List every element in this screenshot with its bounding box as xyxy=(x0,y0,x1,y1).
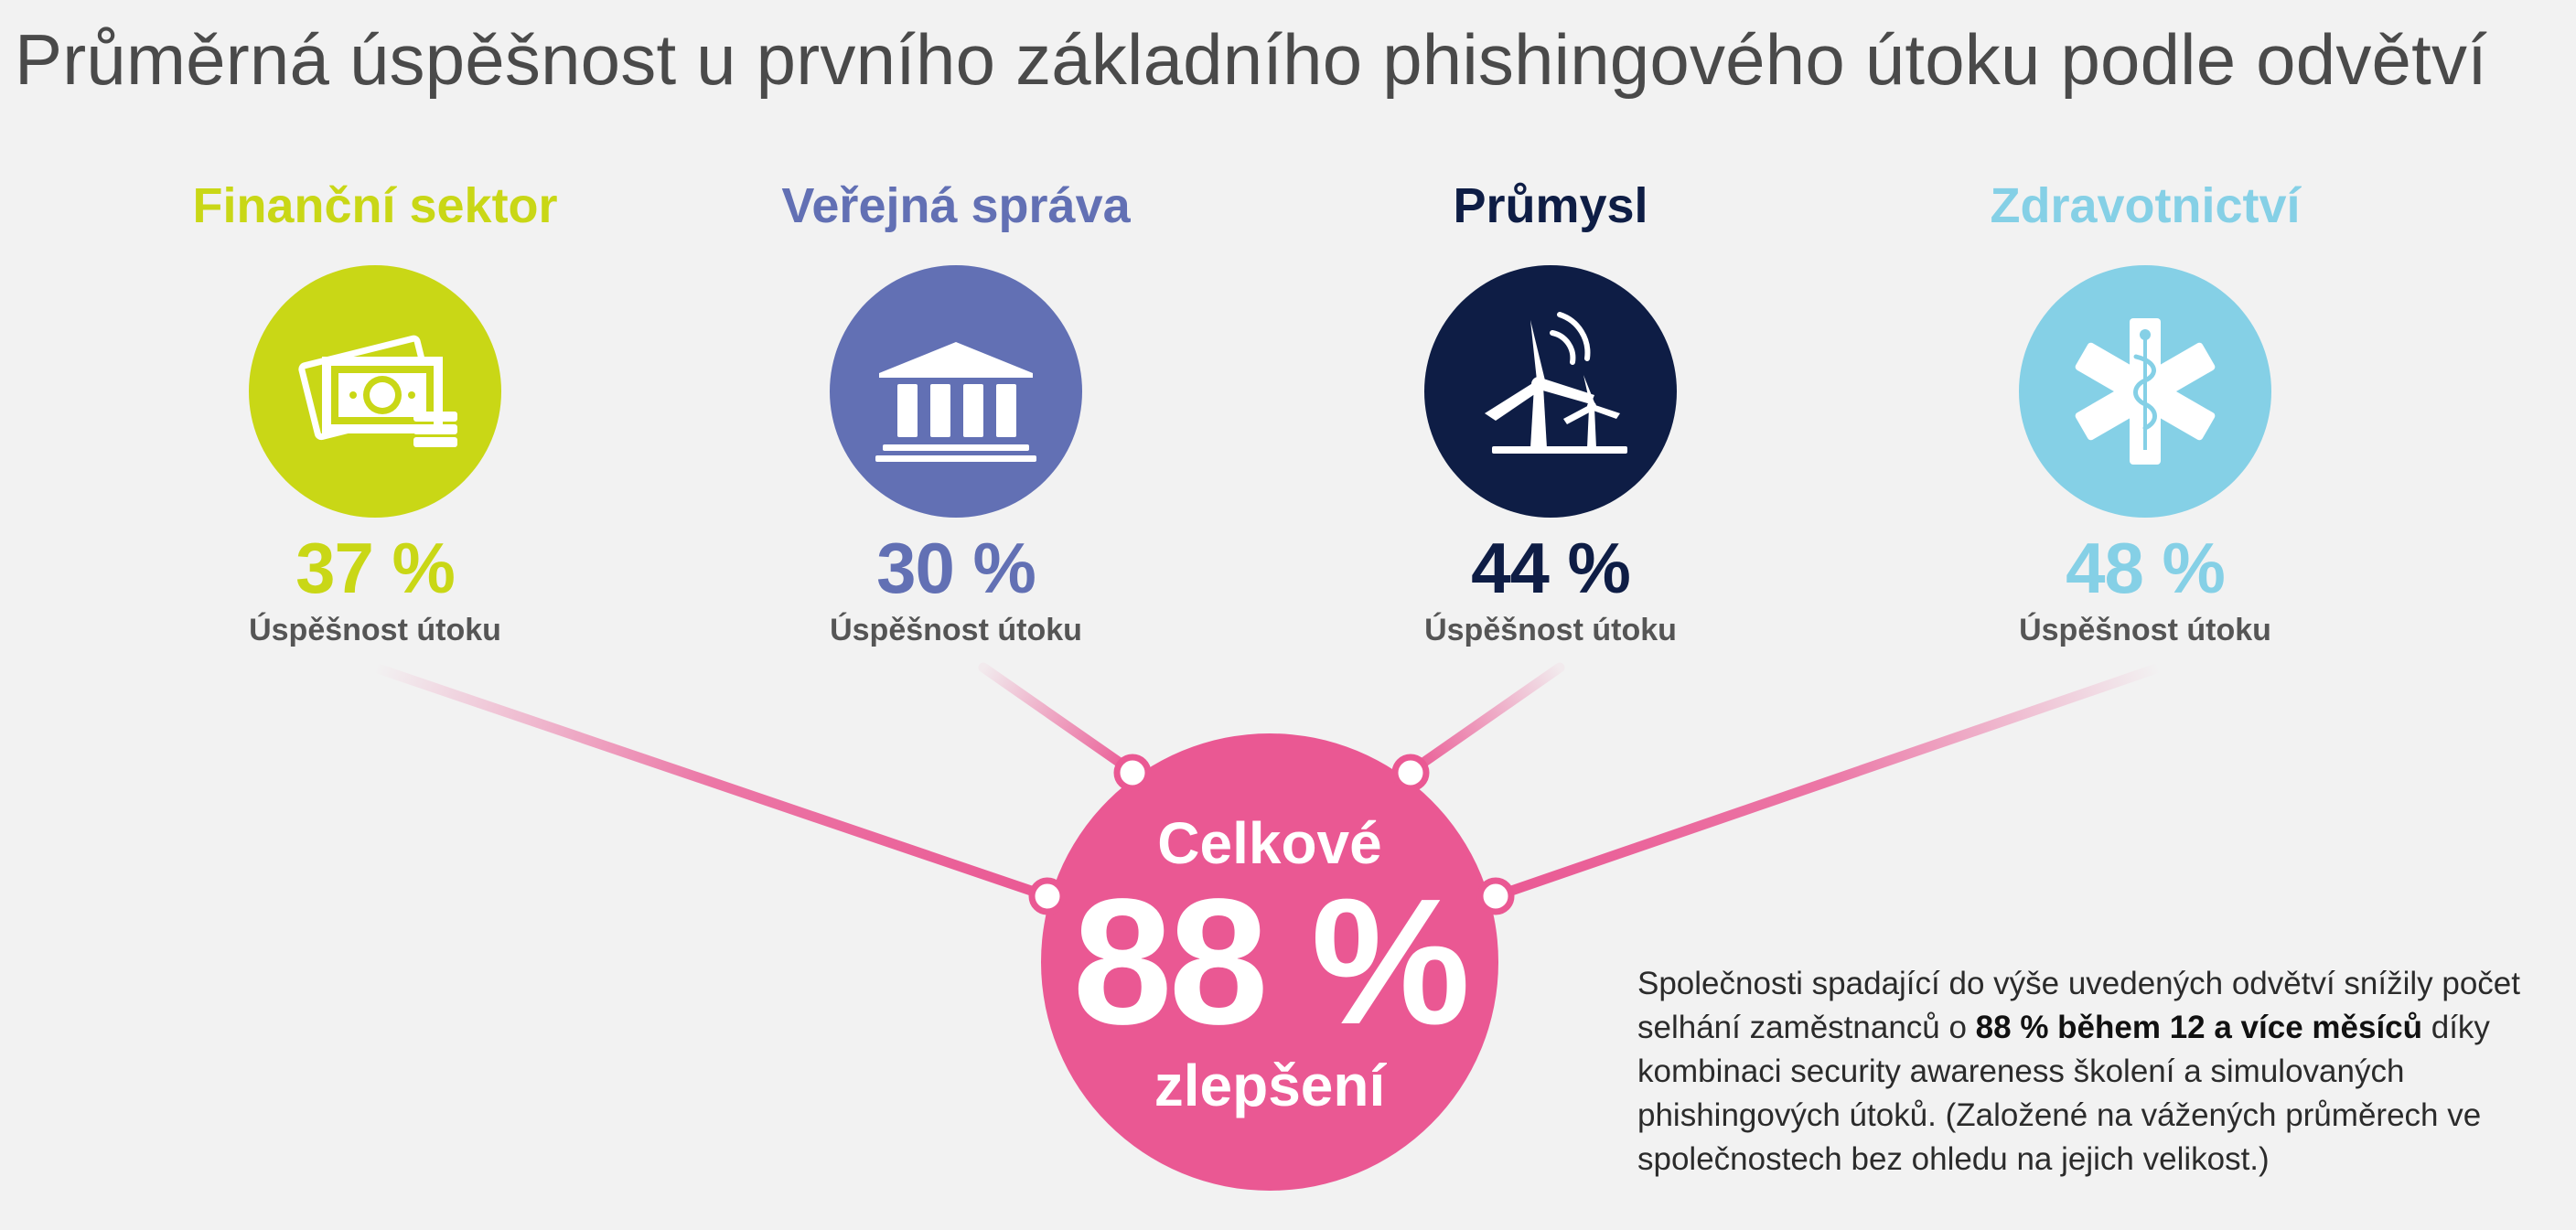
government-building-icon xyxy=(875,342,1036,462)
footnote-text: Společnosti spadající do výše uvedených … xyxy=(1637,962,2561,1182)
note-text-bold: 88 % během 12 a více měsíců xyxy=(1975,1010,2423,1045)
sector-caption: Úspěšnost útoku xyxy=(830,613,1082,647)
note-text-after: díky kombinaci security awareness školen… xyxy=(1637,1010,2490,1177)
sector-name: Finanční sektor xyxy=(192,178,558,233)
sector-value: 37 % xyxy=(295,528,456,608)
connector-finance xyxy=(370,662,1053,902)
sector-icon-circle xyxy=(249,265,501,518)
sector-caption: Úspěšnost útoku xyxy=(2019,613,2271,647)
connector-public xyxy=(978,662,1140,778)
sector-industry: Průmysl 44 % Úspěšnost útoku xyxy=(1340,174,1761,651)
sector-value: 48 % xyxy=(2066,528,2226,608)
sector-value: 30 % xyxy=(876,528,1036,608)
sector-name: Veřejná správa xyxy=(781,178,1131,233)
money-icon xyxy=(298,335,457,447)
sector-finance: Finanční sektor 37 % Úspěšnost útoku xyxy=(165,174,585,651)
sector-icon-circle xyxy=(830,265,1082,518)
sector-icon-circle xyxy=(1424,265,1677,518)
overall-value: 88 % xyxy=(1072,861,1471,1062)
overall-improvement-circle: Celkové 88 % zlepšení xyxy=(1041,733,1498,1191)
sector-name: Zdravotnictví xyxy=(1990,178,2301,233)
overall-label-bottom: zlepšení xyxy=(1154,1053,1386,1118)
page-title: Průměrná úspěšnost u prvního základního … xyxy=(15,19,2488,100)
sector-value: 44 % xyxy=(1471,528,1631,608)
note-text-before: Společnosti spadající do výše uvedených … xyxy=(1637,966,2520,1045)
overall-label-top: Celkové xyxy=(1157,810,1382,876)
sector-healthcare: Zdravotnictví 48 % Úspěšnost útoku xyxy=(1935,174,2356,651)
sector-name: Průmysl xyxy=(1453,178,1648,233)
sector-caption: Úspěšnost útoku xyxy=(249,613,501,647)
wind-turbine-icon xyxy=(1485,312,1627,454)
sector-public-administration: Veřejná správa 30 % Úspěšnost útoku xyxy=(746,174,1166,651)
connector-healthcare xyxy=(1490,662,2164,902)
sector-caption: Úspěšnost útoku xyxy=(1424,613,1677,647)
connector-industry xyxy=(1403,662,1565,778)
sector-icon-circle xyxy=(2019,265,2271,518)
medical-star-icon xyxy=(2075,318,2216,465)
